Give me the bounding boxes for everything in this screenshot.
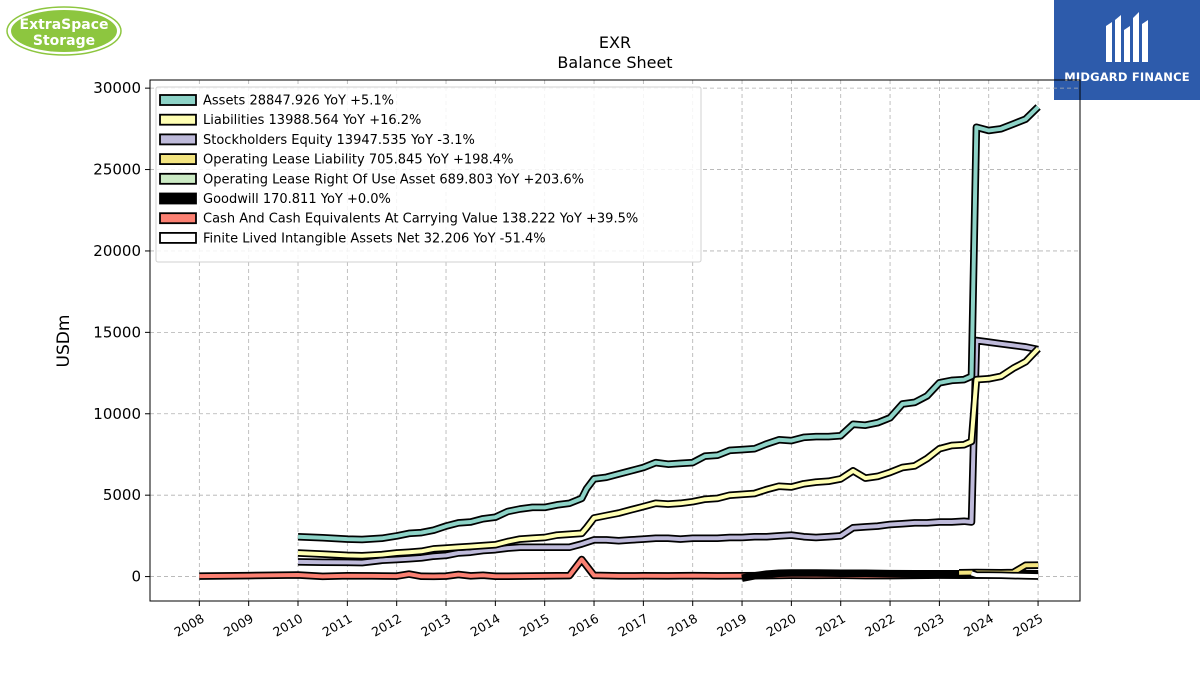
x-tick-label: 2008 (172, 611, 207, 640)
x-axis: 2008 2009 2010 2011 2012 2013 2014 2015 2016 2017… (172, 601, 1045, 640)
x-tick-label: 2023 (912, 611, 947, 640)
x-tick-label: 2017 (616, 611, 651, 640)
x-tick-label: 2012 (369, 611, 404, 640)
x-tick-label: 2014 (468, 611, 503, 640)
legend-swatch-assets (159, 94, 197, 106)
x-tick-label: 2020 (764, 611, 799, 640)
y-axis-label: USDm (54, 315, 74, 368)
legend-swatch-cash-and-cash-equivalents-at-carrying-value (159, 212, 197, 225)
series-line-liabilities (297, 347, 1040, 558)
legend-entry-liabilities: Liabilities 13988.564 YoY +16.2% (203, 113, 421, 128)
extraspace-logo-shape: ExtraSpace Storage (6, 6, 122, 56)
y-tick-label: 15000 (93, 323, 141, 341)
x-tick-label: 2018 (665, 611, 700, 640)
legend-swatch-finite-lived-intangible-assets-net (159, 231, 197, 244)
y-tick-label: 20000 (93, 242, 141, 260)
legend-swatch-operating-lease-right-of-use-asset (159, 172, 197, 185)
x-tick-label: 2015 (517, 611, 552, 640)
x-tick-label: 2021 (813, 611, 848, 640)
x-tick-label: 2016 (566, 611, 601, 640)
y-axis: 0 5000 10000 15000 20000 25000 30000 (93, 79, 150, 586)
logo-left-line2: Storage (33, 33, 95, 49)
x-tick-label: 2009 (221, 611, 256, 640)
legend-entry-finite-lived-intangible-assets-net: Finite Lived Intangible Assets Net 32.20… (203, 231, 546, 246)
series-line-stockholders-equity (297, 338, 1039, 565)
series-line-finite-lived-intangible-assets-net (970, 571, 1039, 579)
legend-swatch-goodwill (159, 192, 197, 205)
legend-entry-cash-and-cash-equivalents-at-carrying-value: Cash And Cash Equivalents At Carrying Va… (203, 212, 638, 227)
extraspace-storage-logo: ExtraSpace Storage (6, 6, 122, 56)
y-tick-label: 30000 (93, 79, 141, 97)
legend-swatch-stockholders-equity (159, 133, 197, 146)
midgard-finance-logo: MIDGARD FINANCE (1054, 0, 1200, 100)
y-tick-label: 10000 (93, 405, 141, 423)
chart-subtitle: Balance Sheet (557, 53, 673, 72)
midgard-logo-mark-icon (1106, 12, 1148, 62)
legend-entry-operating-lease-right-of-use-asset: Operating Lease Right Of Use Asset 689.8… (203, 172, 584, 187)
legend-entry-assets: Assets 28847.926 YoY +5.1% (203, 94, 394, 109)
legend-entry-stockholders-equity: Stockholders Equity 13947.535 YoY -3.1% (203, 133, 475, 148)
plot-frame (149, 79, 1081, 602)
x-tick-label: 2019 (714, 611, 749, 640)
legend-box (155, 86, 702, 263)
series-outline-stockholders-equity (297, 336, 1039, 567)
series-line-assets (297, 105, 1040, 542)
y-tick-label: 0 (131, 568, 141, 586)
x-tick-label: 2025 (1010, 611, 1045, 640)
x-tick-label: 2011 (320, 611, 355, 640)
series-lines (199, 104, 1041, 582)
legend-swatch-liabilities (159, 113, 197, 126)
x-tick-label: 2013 (418, 611, 453, 640)
chart-title: EXR (598, 33, 632, 52)
legend-entry-operating-lease-liability: Operating Lease Liability 705.845 YoY +1… (203, 153, 513, 168)
y-tick-label: 25000 (93, 161, 141, 179)
y-tick-label: 5000 (103, 486, 141, 504)
logo-right-brand: MIDGARD FINANCE (1064, 70, 1190, 84)
x-tick-label: 2010 (270, 611, 305, 640)
legend: Assets 28847.926 YoY +5.1% Liabilities 13… (155, 86, 702, 263)
legend-entry-goodwill: Goodwill 170.811 YoY +0.0% (203, 192, 391, 207)
logo-left-line1: ExtraSpace (20, 17, 109, 33)
x-tick-label: 2022 (862, 611, 897, 640)
legend-swatch-operating-lease-liability (159, 153, 197, 166)
x-tick-label: 2024 (961, 611, 996, 640)
